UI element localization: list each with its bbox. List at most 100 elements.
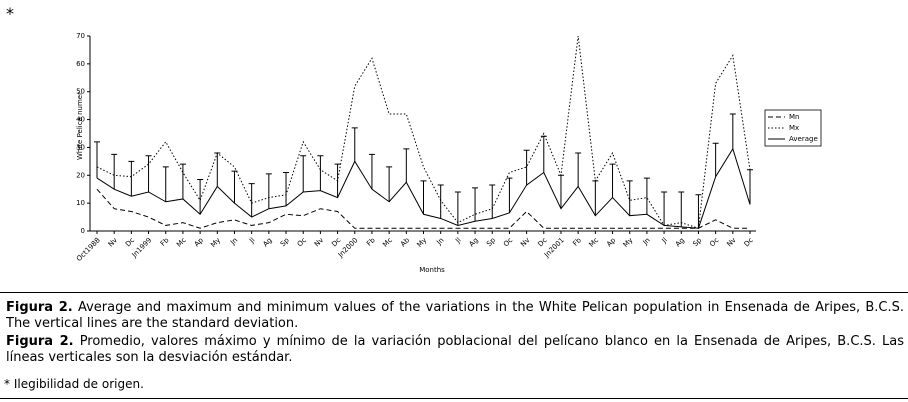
error-bar xyxy=(128,160,135,197)
x-tick-label: Sp xyxy=(279,236,291,248)
x-tick-label: Dc xyxy=(124,236,136,248)
error-bar xyxy=(712,142,719,177)
error-bar xyxy=(214,152,221,187)
error-bar xyxy=(386,166,393,202)
x-tick-label: My xyxy=(622,236,635,249)
error-bar xyxy=(643,177,650,215)
rule xyxy=(0,398,908,399)
x-tick-label: Mc xyxy=(175,236,188,249)
x-tick-label: Nv xyxy=(107,236,119,248)
error-bar xyxy=(626,180,633,216)
y-tick-label: 10 xyxy=(76,199,85,207)
error-bar xyxy=(111,153,118,190)
x-tick-label: Dc xyxy=(330,236,342,248)
x-axis-label: Months xyxy=(419,266,445,274)
error-bar xyxy=(420,180,427,215)
error-bar xyxy=(506,177,513,213)
error-bar xyxy=(575,152,582,187)
error-bar xyxy=(729,113,736,149)
error-bar xyxy=(437,184,444,219)
error-bar xyxy=(420,180,427,215)
error-bar xyxy=(265,173,272,209)
caption-en: Figura 2. Average and maximum and minimu… xyxy=(6,300,904,332)
error-bar xyxy=(557,174,564,209)
x-tick-label: Dc xyxy=(743,236,755,248)
y-tick-label: 0 xyxy=(81,227,85,235)
error-bar xyxy=(592,180,599,216)
error-bar xyxy=(747,169,753,205)
error-bar xyxy=(557,174,564,209)
error-bar xyxy=(747,169,753,205)
error-bar xyxy=(179,163,186,199)
caption-text: Average and maximum and minimum values o… xyxy=(6,300,904,331)
legend-box xyxy=(764,109,822,147)
error-bar xyxy=(712,142,719,177)
x-tick-label: Oc xyxy=(502,236,514,248)
error-bar xyxy=(94,141,100,179)
error-bar xyxy=(592,180,599,216)
error-bar xyxy=(472,187,479,222)
error-bar xyxy=(351,127,358,162)
series-line xyxy=(96,147,751,229)
error-bar xyxy=(368,153,375,190)
x-tick-label: Mc xyxy=(381,236,394,249)
error-bar xyxy=(145,155,152,192)
series-line xyxy=(96,188,750,229)
error-bar xyxy=(575,152,582,187)
error-bar xyxy=(283,172,290,206)
error-bar xyxy=(128,160,135,197)
legend-label: Average xyxy=(789,135,818,143)
x-tick-label: Dc xyxy=(536,236,548,248)
error-bar xyxy=(94,141,100,179)
error-bar xyxy=(729,113,736,149)
x-tick-label: Jl xyxy=(660,236,669,245)
footnote: * Ilegibilidad de origen. xyxy=(4,377,144,391)
error-bar xyxy=(145,155,152,192)
error-bar xyxy=(609,163,616,198)
error-bar xyxy=(300,155,307,192)
error-bar xyxy=(403,148,410,183)
error-bar xyxy=(454,191,461,226)
error-bar xyxy=(248,183,255,218)
error-bar xyxy=(523,149,530,186)
x-tick-label: My xyxy=(209,236,222,249)
x-tick-label: Oc xyxy=(708,236,720,248)
error-bar xyxy=(162,166,169,202)
marker: * xyxy=(6,4,14,23)
error-bar xyxy=(317,155,324,191)
error-bar xyxy=(472,187,479,222)
error-bar xyxy=(197,178,204,215)
legend-label: Mx xyxy=(789,124,799,132)
y-tick-label: 30 xyxy=(76,143,85,151)
legend-label: Mn xyxy=(789,113,799,121)
caption-text: Promedio, valores máximo y mínimo de la … xyxy=(6,334,904,365)
error-bar xyxy=(523,149,530,186)
y-tick-label: 50 xyxy=(76,88,85,96)
x-tick-label: Jl xyxy=(453,236,462,245)
error-bar xyxy=(695,194,702,229)
x-tick-label: Jn xyxy=(435,236,446,247)
x-tick-label: Ag xyxy=(261,236,273,248)
x-tick-label: Fb xyxy=(365,236,377,248)
x-tick-label: Ag xyxy=(468,236,480,248)
x-tick-label: Ab xyxy=(399,236,412,249)
error-bar xyxy=(214,152,221,187)
error-bar xyxy=(678,191,685,227)
error-bar xyxy=(334,163,341,198)
error-bar xyxy=(265,173,272,209)
error-bar xyxy=(695,194,702,229)
x-tick-label: My xyxy=(415,236,428,249)
error-bar xyxy=(300,155,307,192)
error-bar xyxy=(643,177,650,215)
x-tick-label: Nv xyxy=(519,236,531,248)
x-tick-label: Jl xyxy=(247,236,256,245)
error-bar xyxy=(351,127,358,162)
x-tick-label: Mc xyxy=(588,236,601,249)
x-tick-label: Oc xyxy=(296,236,308,248)
error-bar xyxy=(386,166,393,202)
error-bar xyxy=(540,135,547,173)
error-bar xyxy=(489,184,496,219)
error-bar xyxy=(678,191,685,227)
